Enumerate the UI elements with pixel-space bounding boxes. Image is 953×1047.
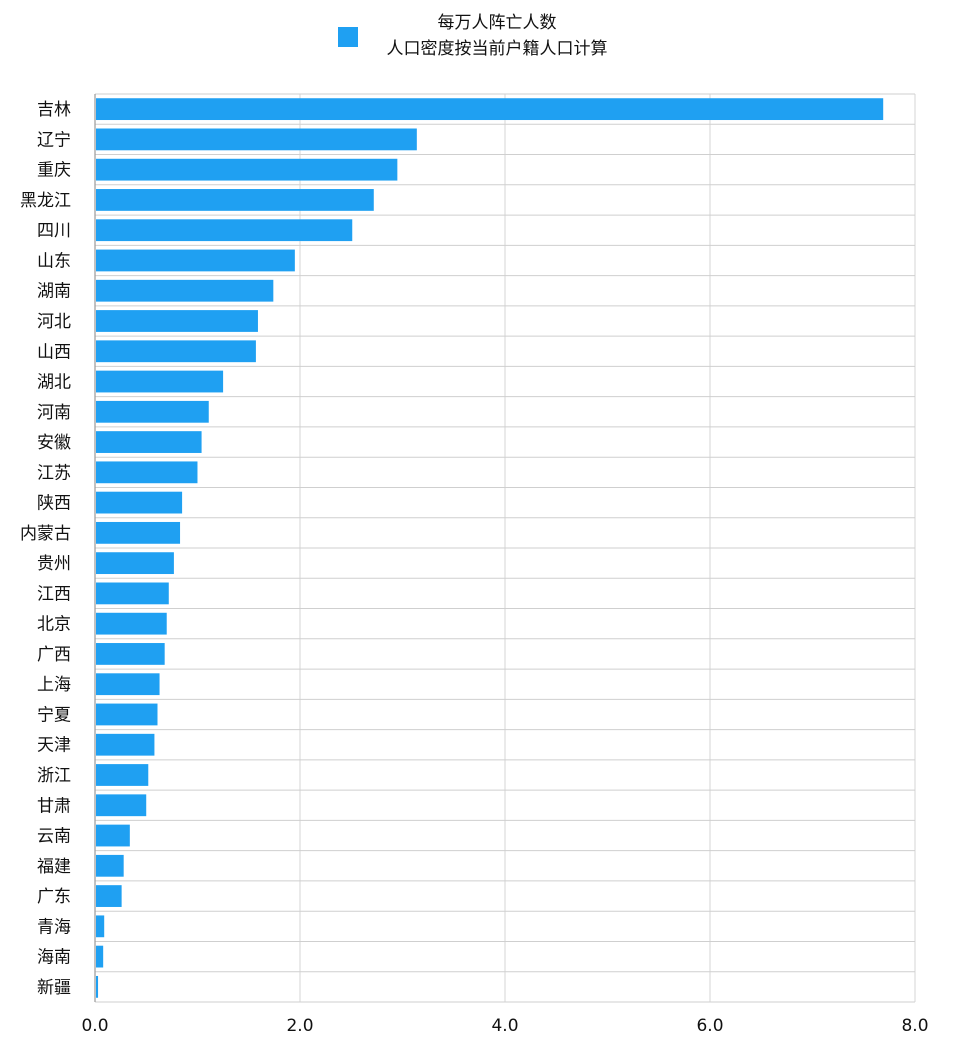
- bar: [96, 461, 198, 484]
- category-labels: 吉林辽宁重庆黑龙江四川山东湖南河北山西湖北河南安徽江苏陕西内蒙古贵州江西北京广西…: [20, 100, 71, 998]
- category-label: 青海: [37, 917, 71, 937]
- category-label: 广东: [37, 887, 71, 907]
- bar: [96, 582, 169, 605]
- legend: 每万人阵亡人数 人口密度按当前户籍人口计算: [338, 10, 658, 66]
- x-axis-ticks: 0.0 2.0 4.0 6.0 8.0: [81, 1016, 928, 1036]
- category-label: 辽宁: [37, 130, 71, 150]
- category-label: 吉林: [37, 100, 71, 120]
- category-label: 天津: [37, 736, 71, 756]
- category-label: 浙江: [37, 766, 71, 786]
- bar: [96, 552, 174, 575]
- bar: [96, 612, 167, 635]
- bar: [96, 643, 165, 665]
- bar: [96, 764, 149, 786]
- category-label: 甘肃: [37, 796, 71, 816]
- category-label: 海南: [37, 948, 71, 968]
- x-tick-label: 2.0: [286, 1016, 313, 1036]
- bar: [96, 310, 258, 332]
- category-label: 福建: [37, 857, 71, 877]
- bar: [96, 491, 183, 514]
- x-tick-label: 4.0: [491, 1016, 518, 1036]
- grid: [94, 93, 916, 1003]
- bar: [96, 279, 274, 302]
- bar: [96, 673, 160, 696]
- bar: [96, 98, 884, 121]
- category-label: 内蒙古: [20, 524, 71, 544]
- bar: [96, 975, 99, 998]
- bar: [96, 249, 295, 272]
- category-label: 河北: [37, 312, 71, 332]
- legend-label-line-2: 人口密度按当前户籍人口计算: [386, 39, 608, 59]
- category-label: 重庆: [37, 161, 71, 181]
- legend-swatch: [338, 27, 358, 47]
- category-label: 贵州: [37, 554, 71, 574]
- bar: [96, 794, 147, 817]
- category-label: 湖南: [37, 282, 71, 302]
- category-label: 四川: [37, 221, 71, 241]
- x-tick-label: 0.0: [81, 1016, 108, 1036]
- category-label: 上海: [37, 675, 71, 695]
- category-label: 河南: [37, 403, 71, 423]
- bar: [96, 158, 398, 181]
- category-label: 湖北: [37, 373, 71, 393]
- category-label: 山东: [37, 251, 71, 271]
- x-tick-label: 6.0: [696, 1016, 723, 1036]
- category-label: 新疆: [37, 978, 71, 998]
- bar: [96, 189, 374, 211]
- x-tick-label: 8.0: [901, 1016, 928, 1036]
- bar: [96, 521, 181, 544]
- bar: [96, 854, 124, 877]
- category-label: 陕西: [37, 494, 71, 514]
- bar: [96, 703, 158, 726]
- legend-label: 每万人阵亡人数 人口密度按当前户籍人口计算: [372, 10, 622, 62]
- category-label: 江西: [37, 584, 71, 604]
- bars: [96, 98, 884, 998]
- bar: [96, 400, 209, 423]
- category-label: 云南: [37, 827, 71, 847]
- bar: [96, 340, 256, 363]
- bar: [96, 733, 155, 756]
- bar: [96, 915, 105, 938]
- category-label: 宁夏: [37, 705, 71, 725]
- category-label: 安徽: [37, 433, 71, 453]
- bar: [96, 945, 104, 968]
- category-label: 广西: [37, 645, 71, 665]
- bar: [96, 128, 417, 151]
- bar: [96, 370, 224, 393]
- category-label: 黑龙江: [20, 191, 71, 211]
- bar: [96, 431, 202, 453]
- category-label: 山西: [37, 342, 71, 362]
- category-label: 北京: [37, 615, 71, 635]
- bar: [96, 885, 122, 907]
- legend-label-line-1: 每万人阵亡人数: [437, 13, 557, 33]
- category-label: 江苏: [37, 463, 71, 483]
- bar: [96, 824, 130, 847]
- bar: [96, 219, 353, 242]
